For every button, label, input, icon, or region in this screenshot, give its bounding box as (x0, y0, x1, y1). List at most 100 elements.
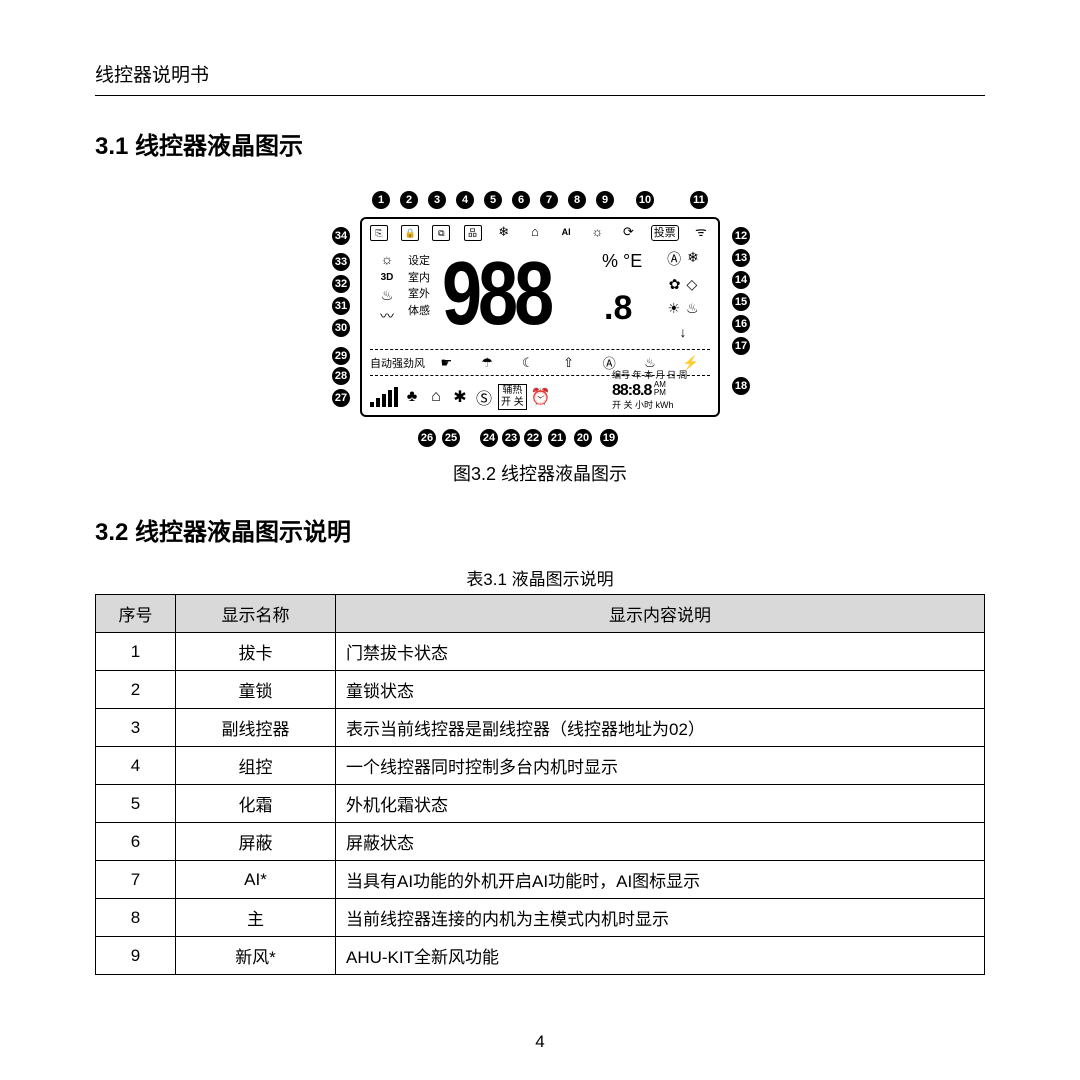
label-feel: 体感 (408, 303, 430, 320)
cell-name: 副线控器 (176, 709, 336, 747)
callout-9: 9 (596, 191, 614, 209)
callout-28: 28 (332, 367, 350, 385)
label-set: 设定 (408, 253, 430, 270)
cell-desc: 门禁拔卡状态 (336, 633, 985, 671)
moon-icon: ☾ (508, 355, 547, 371)
cell-seq: 7 (96, 861, 176, 899)
table-row: 8主当前线控器连接的内机为主模式内机时显示 (96, 899, 985, 937)
cell-desc: 童锁状态 (336, 671, 985, 709)
cell-seq: 2 (96, 671, 176, 709)
lcd-left-labels: 设定 室内 室外 体感 (408, 253, 430, 319)
house-icon: ⌂ (426, 388, 446, 406)
callout-11: 11 (690, 191, 708, 209)
pm-label: PM (654, 389, 666, 397)
umbrella-icon: ☂ (468, 355, 507, 371)
child-lock-icon: 🔒 (401, 225, 419, 241)
table-row: 7AI*当具有AI功能的外机开启AI功能时，AI图标显示 (96, 861, 985, 899)
cell-desc: 表示当前线控器是副线控器（线控器地址为02） (336, 709, 985, 747)
callout-20: 20 (574, 429, 592, 447)
mode-auto-strong-wind: 自动强劲风 (370, 355, 425, 371)
home-arrow-icon: ⇧ (549, 355, 588, 371)
threed-icon: 3D (370, 270, 404, 285)
dry-icon: ◇ (686, 276, 697, 293)
alarm-icon: ⏰ (531, 387, 551, 407)
th-desc: 显示内容说明 (336, 595, 985, 633)
table-caption: 表3.1 液晶图示说明 (95, 565, 985, 590)
sub-controller-icon: ⧉ (432, 225, 450, 241)
tree-icon: ♣ (402, 388, 422, 406)
callout-34: 34 (332, 227, 350, 245)
label-outdoor: 室外 (408, 286, 430, 303)
callout-22: 22 (524, 429, 542, 447)
callout-33: 33 (332, 253, 350, 271)
table-row: 4组控一个线控器同时控制多台内机时显示 (96, 747, 985, 785)
cell-name: AI* (176, 861, 336, 899)
callout-21: 21 (548, 429, 566, 447)
table-row: 1拔卡门禁拔卡状态 (96, 633, 985, 671)
decimal-digit: .8 (604, 289, 632, 328)
page-header: 线控器说明书 (95, 60, 985, 96)
callout-10: 10 (636, 191, 654, 209)
floor-heat-icon: ♨ (686, 300, 699, 317)
cell-name: 拔卡 (176, 633, 336, 671)
table-row: 6屏蔽屏蔽状态 (96, 823, 985, 861)
section-3-2-title: 3.2 线控器液晶图示说明 (95, 512, 985, 547)
callout-15: 15 (732, 293, 750, 311)
ai-icon: AI (557, 225, 575, 241)
fresh-air-icon: ⟳ (620, 225, 638, 241)
cell-name: 新风* (176, 937, 336, 975)
asterisk-icon: ✱ (450, 387, 470, 407)
cell-seq: 5 (96, 785, 176, 823)
unit-percent-e: % °E (602, 251, 642, 272)
cell-seq: 6 (96, 823, 176, 861)
cell-seq: 1 (96, 633, 176, 671)
callout-17: 17 (732, 337, 750, 355)
cell-desc: 当前线控器连接的内机为主模式内机时显示 (336, 899, 985, 937)
cell-seq: 4 (96, 747, 176, 785)
callout-3: 3 (428, 191, 446, 209)
fan-icon: ✿ (669, 276, 681, 293)
cell-seq: 8 (96, 899, 176, 937)
auto-a-icon: Ⓐ (667, 249, 681, 269)
cell-name: 屏蔽 (176, 823, 336, 861)
cell-desc: AHU-KIT全新风功能 (336, 937, 985, 975)
callout-32: 32 (332, 275, 350, 293)
cell-name: 主 (176, 899, 336, 937)
table-row: 3副线控器表示当前线控器是副线控器（线控器地址为02） (96, 709, 985, 747)
callout-6: 6 (512, 191, 530, 209)
defrost-icon: ❄ (495, 225, 513, 241)
lcd-right-icons: Ⓐ❄ ✿◇ ☀♨ ↓ (656, 249, 710, 340)
lcd-left-icons: ☼ 3D ♨ 〰 (370, 249, 404, 327)
callout-16: 16 (732, 315, 750, 333)
cell-name: 童锁 (176, 671, 336, 709)
callout-25: 25 (442, 429, 460, 447)
callout-27: 27 (332, 389, 350, 407)
label-indoor: 室内 (408, 270, 430, 287)
callout-4: 4 (456, 191, 474, 209)
cell-desc: 一个线控器同时控制多台内机时显示 (336, 747, 985, 785)
lcd-description-table: 序号 显示名称 显示内容说明 1拔卡门禁拔卡状态2童锁童锁状态3副线控器表示当前… (95, 594, 985, 975)
wave-icon: ♨ (631, 355, 670, 371)
group-control-icon: 品 (464, 225, 482, 241)
aux-heat-box: 辅热 开 关 (498, 384, 527, 410)
callout-24: 24 (480, 429, 498, 447)
table-row: 9新风*AHU-KIT全新风功能 (96, 937, 985, 975)
callout-7: 7 (540, 191, 558, 209)
cell-desc: 屏蔽状态 (336, 823, 985, 861)
master-icon: ☼ (588, 225, 606, 241)
cell-name: 组控 (176, 747, 336, 785)
draft-icon: ↓ (680, 324, 687, 340)
sun-icon: ☼ (370, 249, 404, 270)
mist-icon: 〰 (370, 306, 404, 327)
aux-heat-onoff: 开 关 (501, 397, 524, 409)
th-seq: 序号 (96, 595, 176, 633)
cell-name: 化霜 (176, 785, 336, 823)
wifi-icon: ᯤ (692, 225, 710, 241)
callout-18: 18 (732, 377, 750, 395)
callout-30: 30 (332, 319, 350, 337)
callout-26: 26 (418, 429, 436, 447)
card-removed-icon: ⎘ (370, 225, 388, 241)
callout-5: 5 (484, 191, 502, 209)
callout-13: 13 (732, 249, 750, 267)
aux-heat-label: 辅热 (501, 385, 524, 397)
